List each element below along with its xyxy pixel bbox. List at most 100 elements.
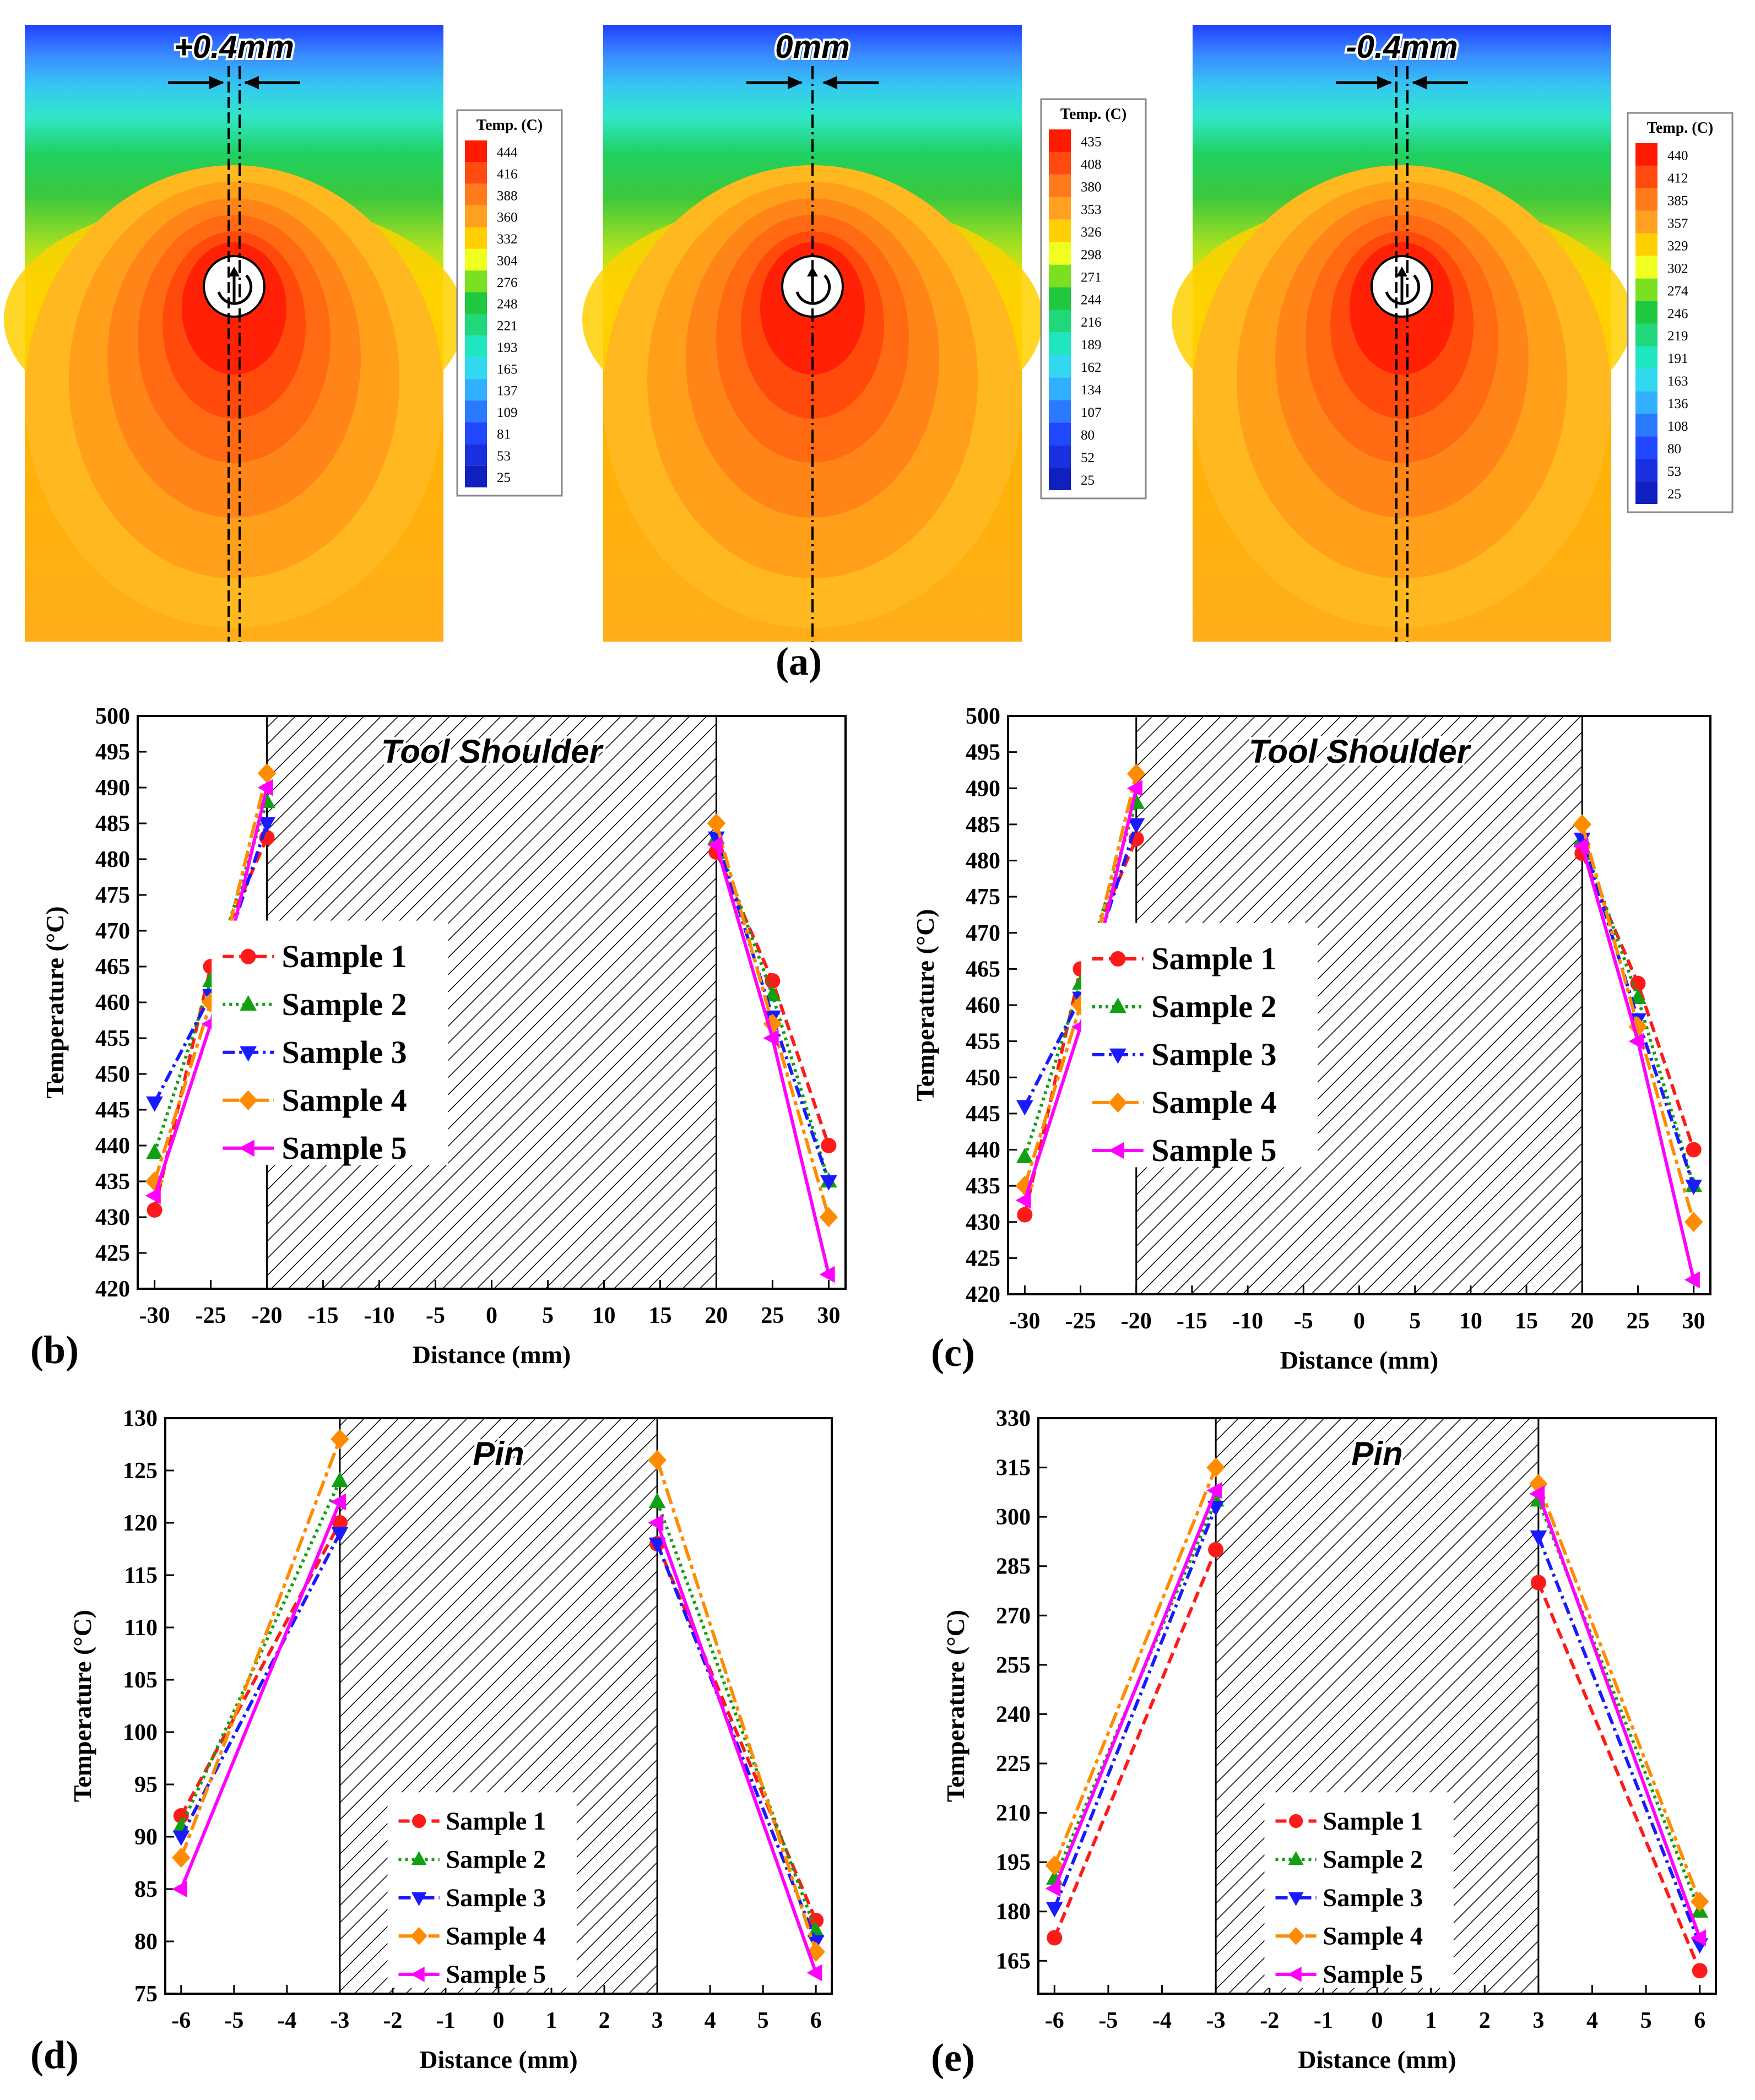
data-point: [807, 1922, 825, 1938]
y-tick-label: 75: [134, 1982, 158, 2007]
x-tick-label: 6: [810, 2008, 822, 2033]
offset-label: +0.4mm: [174, 29, 294, 65]
series-line: [1053, 1549, 1217, 1939]
offset-label: 0mm: [775, 29, 849, 65]
legend-swatch: [465, 379, 487, 401]
data-point: [1630, 975, 1646, 991]
data-point: [648, 1537, 666, 1553]
data-point: [1573, 814, 1592, 835]
legend-swatch: [465, 205, 487, 227]
y-axis-label: Temperature (°C): [941, 1610, 969, 1802]
x-tick-label: -30: [1009, 1309, 1040, 1334]
x-tick-label: 5: [757, 2008, 769, 2033]
y-tick-label: 460: [966, 993, 1000, 1018]
data-point: [648, 1514, 664, 1532]
temperature-legend: Temp. (C) 440 412 385 357 329 302 274 246 219 191 1…: [1627, 112, 1734, 513]
y-tick-label: 180: [996, 1900, 1031, 1925]
x-tick-label: -4: [1152, 2008, 1172, 2033]
y-tick-label: 195: [996, 1850, 1031, 1875]
y-tick-label: 425: [95, 1241, 130, 1266]
x-tick-label: 2: [1479, 2008, 1491, 2033]
y-tick-label: 450: [966, 1065, 1000, 1090]
x-tick-label: 3: [652, 2008, 663, 2033]
data-point: [331, 1493, 346, 1511]
legend-swatch: [1635, 165, 1658, 188]
legend-swatch: [1635, 256, 1658, 279]
x-tick-label: 25: [1626, 1309, 1649, 1334]
data-point: [1126, 779, 1142, 797]
data-point: [240, 948, 256, 964]
legend-value: 304: [497, 253, 518, 268]
legend-swatch: [1635, 481, 1658, 504]
y-tick-label: 470: [95, 919, 130, 944]
legend-swatch: [1635, 391, 1658, 414]
data-point: [239, 1139, 254, 1157]
x-tick-label: -25: [1065, 1309, 1096, 1334]
data-point: [1126, 763, 1146, 784]
data-point: [331, 1429, 349, 1450]
y-tick-label: 315: [996, 1456, 1031, 1481]
data-point: [821, 1138, 837, 1153]
y-tick-label: 210: [996, 1801, 1031, 1826]
data-point: [1017, 1207, 1033, 1223]
y-tick-label: 120: [123, 1511, 158, 1536]
panel-label: (b): [30, 1328, 79, 1372]
x-tick-label: -15: [308, 1303, 339, 1328]
y-tick-label: 475: [966, 885, 1000, 910]
legend-swatch: [1049, 219, 1071, 242]
data-point: [1530, 1575, 1546, 1591]
y-tick-label: 420: [95, 1277, 130, 1302]
series-line: [1580, 838, 1696, 1186]
data-point: [1573, 837, 1589, 855]
x-tick-label: 4: [1586, 2008, 1598, 2033]
arrow-head-icon: [1412, 76, 1427, 89]
data-point: [1109, 1048, 1126, 1064]
legend-entry: Sample 2: [282, 986, 407, 1022]
x-tick-label: 15: [1515, 1309, 1538, 1334]
y-tick-label: 285: [996, 1554, 1031, 1580]
x-tick-label: 10: [1459, 1309, 1482, 1334]
data-point: [1206, 1482, 1222, 1499]
legend-value: 444: [497, 145, 518, 160]
contour-map: 0mm: [582, 25, 1043, 642]
y-tick-label: 455: [966, 1029, 1000, 1055]
legend-entry: Sample 4: [1151, 1084, 1276, 1120]
chart-panel: Tool Shoulder -30 -25 -20 -15 -10 -5 0 5 10 15 20 25…: [911, 704, 1711, 1375]
legend-entry: Sample 2: [1323, 1846, 1423, 1874]
x-tick-label: 4: [705, 2008, 716, 2033]
data-point: [1045, 1855, 1064, 1876]
legend-swatch: [1635, 301, 1658, 324]
region-label: Pin: [1351, 1435, 1402, 1472]
data-point: [172, 1847, 191, 1868]
legend-entry: Sample 1: [1323, 1808, 1423, 1836]
x-tick-label: 1: [546, 2008, 557, 2033]
x-tick-label: -1: [436, 2008, 455, 2033]
legend-swatch: [1049, 468, 1071, 490]
data-point: [1690, 1891, 1709, 1912]
legend-swatch: [465, 422, 487, 444]
x-tick-label: -25: [196, 1303, 226, 1328]
x-tick-label: 3: [1532, 2008, 1544, 2033]
x-tick-label: -4: [277, 2008, 296, 2033]
y-tick-label: 475: [95, 883, 130, 908]
y-tick-label: 330: [996, 1406, 1031, 1431]
legend-swatch: [1049, 129, 1071, 152]
data-point: [145, 1171, 164, 1192]
legend-value: 193: [497, 340, 518, 355]
legend-swatch: [465, 400, 487, 422]
y-tick-label: 480: [95, 847, 130, 872]
y-tick-label: 495: [966, 740, 1000, 766]
data-point: [146, 1096, 163, 1112]
chart-panel: Pin -6 -5 -4 -3 -2 -1 0 1 2 3 4 5 6 165 180 195 210 225 240…: [931, 1406, 1717, 2080]
chart-panel: Pin -6 -5 -4 -3 -2 -1 0 1 2 3 4 5 6 75 80 85 90 95 100 105 11…: [30, 1406, 833, 2077]
series-line: [1537, 1483, 1702, 1902]
data-point: [1287, 1927, 1304, 1945]
y-tick-label: 85: [134, 1877, 158, 1902]
arrow-head-icon: [209, 76, 224, 89]
data-point: [1529, 1485, 1545, 1502]
legend-entry: Sample 3: [1151, 1037, 1276, 1072]
x-tick-label: -2: [1260, 2008, 1279, 2033]
data-point: [410, 1967, 425, 1982]
legend-value: 244: [1081, 292, 1102, 307]
legend-value: 332: [497, 232, 518, 247]
